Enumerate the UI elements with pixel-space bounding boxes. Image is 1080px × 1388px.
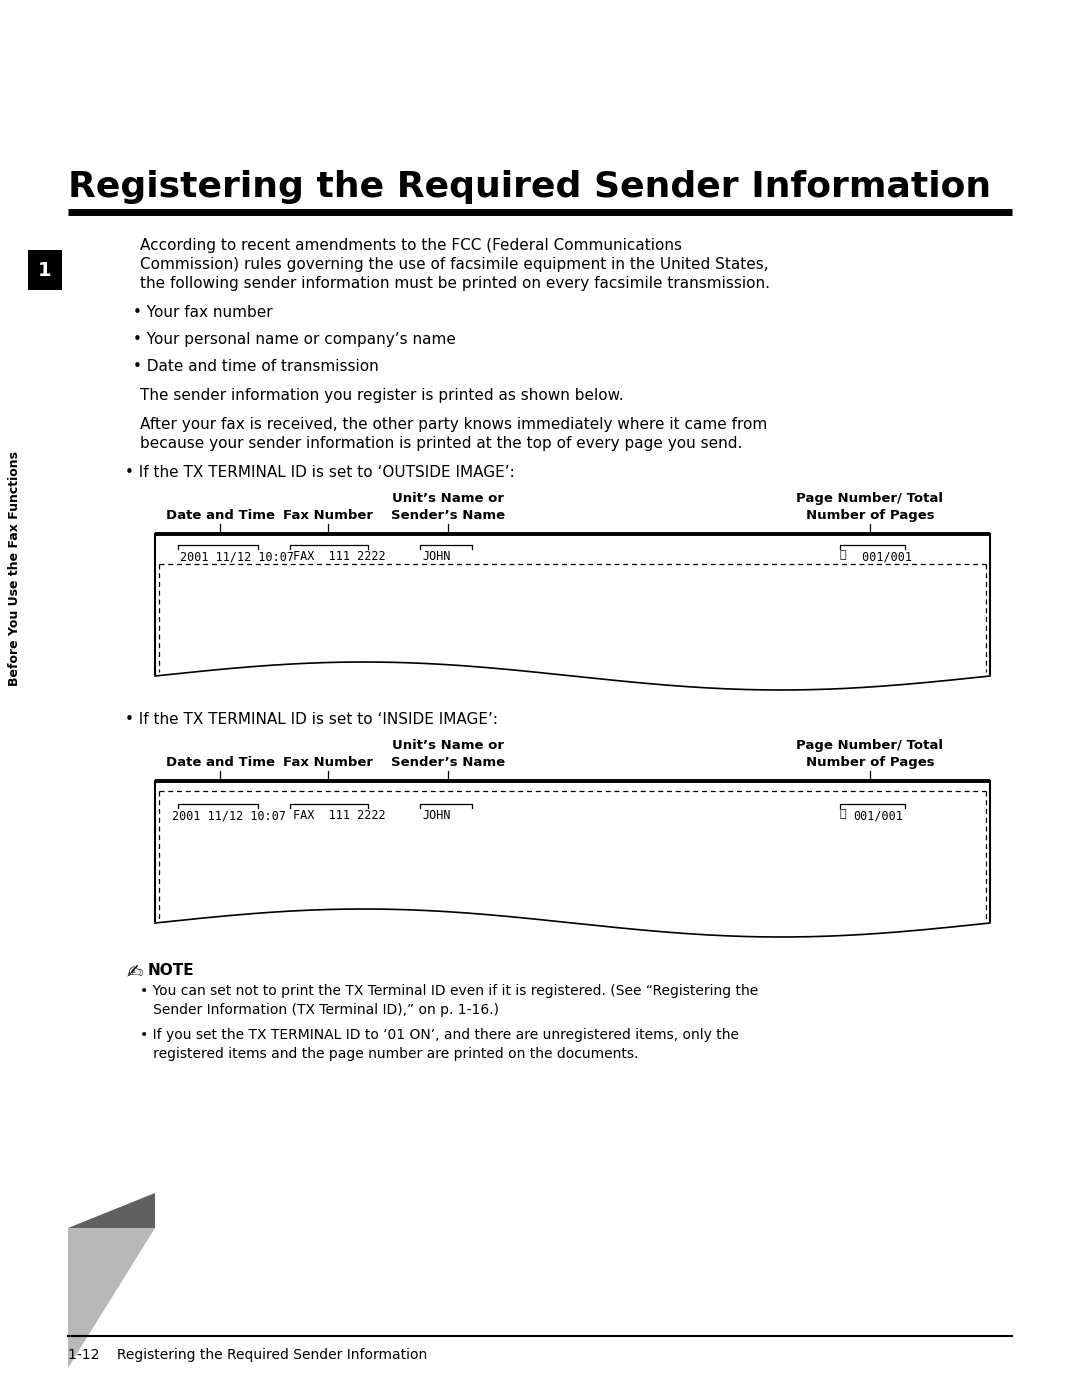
Bar bbox=[28, 250, 62, 290]
Polygon shape bbox=[68, 1228, 156, 1369]
Text: • If the TX TERMINAL ID is set to ‘OUTSIDE IMAGE’:: • If the TX TERMINAL ID is set to ‘OUTSI… bbox=[125, 465, 515, 480]
Text: the following sender information must be printed on every facsimile transmission: the following sender information must be… bbox=[140, 276, 770, 291]
Text: Number of Pages: Number of Pages bbox=[806, 509, 934, 522]
Text: Number of Pages: Number of Pages bbox=[806, 756, 934, 769]
Text: 2001 11/12 10:07: 2001 11/12 10:07 bbox=[180, 550, 294, 564]
Text: According to recent amendments to the FCC (Federal Communications: According to recent amendments to the FC… bbox=[140, 237, 681, 253]
Text: Unit’s Name or: Unit’s Name or bbox=[392, 491, 504, 505]
Text: 1: 1 bbox=[38, 261, 52, 279]
Text: • Your personal name or company’s name: • Your personal name or company’s name bbox=[133, 332, 456, 347]
Text: Sender Information (TX Terminal ID),” on p. 1-16.): Sender Information (TX Terminal ID),” on… bbox=[140, 1004, 499, 1017]
Text: ✍: ✍ bbox=[127, 963, 144, 981]
Text: FAX  111 2222: FAX 111 2222 bbox=[293, 809, 386, 822]
Text: Unit’s Name or: Unit’s Name or bbox=[392, 738, 504, 752]
Text: Page Number/ Total: Page Number/ Total bbox=[797, 738, 944, 752]
Text: JOHN: JOHN bbox=[422, 550, 450, 564]
Polygon shape bbox=[68, 1194, 156, 1228]
Text: Registering the Required Sender Information: Registering the Required Sender Informat… bbox=[68, 169, 991, 204]
Text: ⎘: ⎘ bbox=[840, 809, 847, 819]
Text: Commission) rules governing the use of facsimile equipment in the United States,: Commission) rules governing the use of f… bbox=[140, 257, 769, 272]
Text: Sender’s Name: Sender’s Name bbox=[391, 509, 505, 522]
Text: 2001 11/12 10:07: 2001 11/12 10:07 bbox=[172, 809, 286, 822]
Text: FAX  111 2222: FAX 111 2222 bbox=[293, 550, 386, 564]
Text: 001/001: 001/001 bbox=[855, 550, 912, 564]
Text: NOTE: NOTE bbox=[148, 963, 194, 979]
Text: • If the TX TERMINAL ID is set to ‘INSIDE IMAGE’:: • If the TX TERMINAL ID is set to ‘INSID… bbox=[125, 712, 498, 727]
Text: Fax Number: Fax Number bbox=[283, 509, 373, 522]
Text: 1-12    Registering the Required Sender Information: 1-12 Registering the Required Sender Inf… bbox=[68, 1348, 428, 1362]
Text: Before You Use the Fax Functions: Before You Use the Fax Functions bbox=[9, 451, 22, 686]
Text: Date and Time: Date and Time bbox=[165, 756, 274, 769]
Text: • If you set the TX TERMINAL ID to ‘01 ON’, and there are unregistered items, on: • If you set the TX TERMINAL ID to ‘01 O… bbox=[140, 1029, 739, 1042]
Text: because your sender information is printed at the top of every page you send.: because your sender information is print… bbox=[140, 436, 742, 451]
Text: Date and Time: Date and Time bbox=[165, 509, 274, 522]
Text: • Date and time of transmission: • Date and time of transmission bbox=[133, 359, 379, 373]
Text: • Your fax number: • Your fax number bbox=[133, 305, 272, 321]
Text: ⎘: ⎘ bbox=[840, 550, 847, 559]
Text: registered items and the page number are printed on the documents.: registered items and the page number are… bbox=[140, 1047, 638, 1060]
Text: The sender information you register is printed as shown below.: The sender information you register is p… bbox=[140, 389, 623, 403]
Text: Sender’s Name: Sender’s Name bbox=[391, 756, 505, 769]
Text: Page Number/ Total: Page Number/ Total bbox=[797, 491, 944, 505]
Text: • You can set not to print the TX Terminal ID even if it is registered. (See “Re: • You can set not to print the TX Termin… bbox=[140, 984, 758, 998]
Text: After your fax is received, the other party knows immediately where it came from: After your fax is received, the other pa… bbox=[140, 416, 767, 432]
Text: 001/001: 001/001 bbox=[853, 809, 903, 822]
Text: JOHN: JOHN bbox=[422, 809, 450, 822]
Text: Fax Number: Fax Number bbox=[283, 756, 373, 769]
